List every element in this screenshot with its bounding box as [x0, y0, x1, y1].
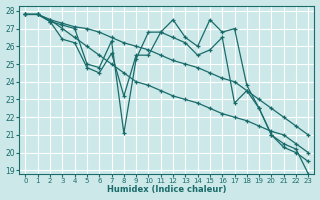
X-axis label: Humidex (Indice chaleur): Humidex (Indice chaleur)	[107, 185, 227, 194]
